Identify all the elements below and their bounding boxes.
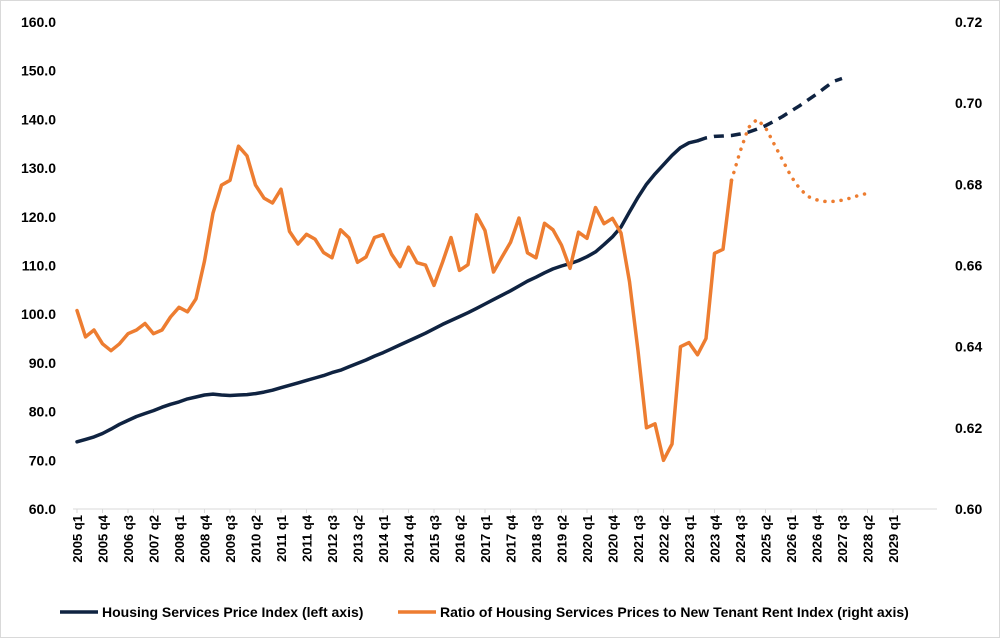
x-tick-label: 2027 q3 bbox=[835, 515, 850, 563]
x-tick-label: 2026 q4 bbox=[810, 514, 825, 562]
x-axis: 2005 q1 2005 q4 2006 q3 2007 q2 2008 q1 2008 … bbox=[70, 509, 901, 563]
x-tick-label: 2015 q3 bbox=[427, 515, 442, 563]
legend: Housing Services Price Index (left axis)… bbox=[60, 604, 909, 620]
x-tick-label: 2008 q1 bbox=[172, 515, 187, 563]
price-index-line bbox=[75, 139, 700, 444]
left-tick-label: 70.0 bbox=[29, 452, 56, 468]
left-axis: 60.0 70.0 80.0 90.0 100.0 110.0 120.0 130.0 140.… bbox=[21, 14, 56, 517]
x-tick-label: 2014 q4 bbox=[402, 514, 417, 562]
x-tick-label: 2023 q4 bbox=[708, 514, 723, 562]
ratio-forecast-line bbox=[729, 117, 870, 204]
x-tick-label: 2017 q1 bbox=[478, 515, 493, 563]
x-tick-label: 2014 q1 bbox=[376, 515, 391, 563]
x-tick-label: 2011 q4 bbox=[300, 514, 315, 562]
left-tick-label: 140.0 bbox=[21, 111, 56, 127]
plot-area bbox=[75, 76, 870, 463]
x-tick-label: 2010 q2 bbox=[249, 515, 264, 563]
right-tick-label: 0.60 bbox=[955, 501, 982, 517]
right-tick-label: 0.66 bbox=[955, 258, 982, 274]
x-tick-label: 2020 q1 bbox=[580, 515, 595, 563]
x-tick-label: 2005 q1 bbox=[70, 515, 85, 563]
right-axis: 0.60 0.62 0.64 0.66 0.68 0.70 0.72 bbox=[955, 14, 982, 517]
left-tick-label: 120.0 bbox=[21, 209, 56, 225]
x-tick-label: 2029 q1 bbox=[886, 515, 901, 563]
x-tick-label: 2012 q3 bbox=[325, 515, 340, 563]
legend-label-price-index: Housing Services Price Index (left axis) bbox=[102, 604, 363, 620]
left-tick-label: 90.0 bbox=[29, 355, 56, 371]
left-tick-label: 150.0 bbox=[21, 63, 56, 79]
x-tick-label: 2026 q1 bbox=[784, 515, 799, 563]
left-tick-label: 160.0 bbox=[21, 14, 56, 30]
x-tick-label: 2028 q2 bbox=[861, 515, 876, 563]
x-tick-label: 2025 q2 bbox=[759, 515, 774, 563]
x-tick-label: 2013 q2 bbox=[351, 515, 366, 563]
left-tick-label: 60.0 bbox=[29, 501, 56, 517]
x-tick-label: 2016 q2 bbox=[453, 515, 468, 563]
left-tick-label: 100.0 bbox=[21, 306, 56, 322]
x-tick-label: 2017 q4 bbox=[504, 514, 519, 562]
x-tick-label: 2005 q4 bbox=[96, 514, 111, 562]
x-tick-label: 2009 q3 bbox=[223, 515, 238, 563]
right-tick-label: 0.64 bbox=[955, 339, 982, 355]
x-tick-label: 2022 q2 bbox=[657, 515, 672, 563]
ratio-line bbox=[75, 144, 734, 463]
x-tick-label: 2018 q3 bbox=[529, 515, 544, 563]
x-tick-label: 2021 q3 bbox=[631, 515, 646, 563]
right-tick-label: 0.70 bbox=[955, 95, 982, 111]
x-tick-label: 2023 q1 bbox=[682, 515, 697, 563]
left-tick-label: 110.0 bbox=[22, 258, 56, 274]
price-index-forecast-line bbox=[696, 76, 843, 143]
right-tick-label: 0.72 bbox=[955, 14, 982, 30]
x-tick-label: 2024 q3 bbox=[733, 515, 748, 563]
x-tick-label: 2008 q4 bbox=[198, 514, 213, 562]
x-tick-label: 2007 q2 bbox=[147, 515, 162, 563]
x-tick-label: 2011 q1 bbox=[274, 515, 289, 562]
right-tick-label: 0.62 bbox=[955, 420, 982, 436]
left-tick-label: 130.0 bbox=[21, 160, 56, 176]
x-tick-label: 2019 q2 bbox=[555, 515, 570, 563]
right-tick-label: 0.68 bbox=[955, 176, 982, 192]
x-tick-label: 2020 q4 bbox=[606, 514, 621, 562]
legend-label-ratio: Ratio of Housing Services Prices to New … bbox=[440, 604, 909, 620]
x-tick-label: 2006 q3 bbox=[121, 515, 136, 563]
left-tick-label: 80.0 bbox=[29, 404, 56, 420]
